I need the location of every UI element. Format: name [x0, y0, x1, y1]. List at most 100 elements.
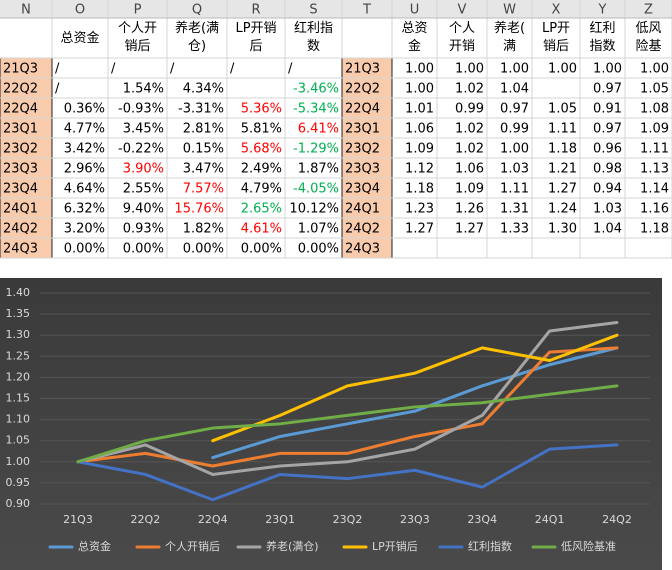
cell-value: /	[230, 62, 235, 77]
legend-label: 红利指数	[468, 539, 512, 553]
cell-value: 1.16	[640, 202, 669, 217]
legend-label: LP开销后	[372, 539, 418, 553]
cell-value: 1.06	[405, 122, 434, 137]
cell-value: 10.12%	[289, 202, 339, 217]
cell-value: 0.00%	[64, 242, 105, 257]
cell-value: 1.00	[455, 62, 484, 77]
header-line: 销后	[543, 39, 569, 54]
y-tick-label: 1.15	[6, 392, 31, 405]
cell-value: 23Q3	[3, 162, 38, 177]
cell-value: 1.00	[405, 62, 434, 77]
header-line: 数	[307, 39, 320, 54]
cell-value: 24Q2	[3, 222, 38, 237]
cell-value: 1.00	[500, 62, 529, 77]
x-tick-label: 22Q2	[131, 513, 161, 526]
header-line: 后	[249, 39, 262, 54]
cell-value: 15.76%	[174, 202, 224, 217]
header-line: 红利指	[294, 20, 333, 36]
cell-value: 0.97	[593, 122, 622, 137]
series-line	[211, 333, 619, 443]
cell-value: 1.31	[500, 202, 529, 217]
header-cell: LP开销后	[542, 21, 570, 54]
cell-value: /	[288, 62, 293, 77]
cell-value: 2.55%	[123, 182, 164, 197]
x-tick-label: 21Q3	[63, 513, 93, 526]
cell-value: 1.87%	[298, 162, 339, 177]
cell-value: 1.18	[405, 182, 434, 197]
cell-value: 3.47%	[183, 162, 224, 177]
y-tick-label: 1.25	[6, 349, 31, 362]
cell-value: 1.04	[593, 222, 622, 237]
header-cell: 红利指数	[294, 20, 333, 54]
legend-label: 养老(满仓)	[266, 539, 319, 553]
cell-value: 24Q1	[3, 202, 38, 217]
cell-value: 0.97	[500, 102, 529, 117]
cell-value: -1.29%	[293, 142, 339, 157]
cell-value: 21Q3	[3, 62, 38, 77]
header-line: 总资	[401, 21, 427, 36]
cell-value: 1.02	[455, 82, 484, 97]
header-cell: 总资金	[401, 21, 427, 54]
cell-value: 0.00%	[241, 242, 282, 257]
header-cell: 红利指数	[589, 20, 615, 54]
legend-label: 个人开销后	[165, 539, 220, 553]
series-line	[76, 321, 619, 476]
cell-value: 1.18	[640, 222, 669, 237]
cell-value: /	[55, 62, 60, 77]
y-tick-label: 0.95	[6, 476, 31, 489]
cell-value: 1.05	[548, 102, 577, 117]
series-line	[76, 384, 619, 464]
cell-value: 0.98	[593, 162, 622, 177]
cell-value: 24Q2	[345, 222, 380, 237]
cell-value: 22Q2	[3, 82, 38, 97]
x-tick-label: 24Q2	[602, 513, 632, 526]
column-letter: U	[410, 3, 420, 18]
column-letter: V	[458, 3, 467, 18]
column-letter: O	[75, 3, 85, 18]
cell-value: 22Q2	[345, 82, 380, 97]
cell-value: 0.91	[593, 102, 622, 117]
cell-value: 1.12	[405, 162, 434, 177]
column-letter: Q	[192, 3, 202, 18]
column-letter: Z	[644, 3, 653, 18]
cell-value: -5.34%	[293, 102, 339, 117]
cell-value: 1.82%	[183, 222, 224, 237]
header-line: 指数	[589, 39, 615, 54]
cell-value: 0.96	[593, 142, 622, 157]
cell-value: 1.03	[500, 162, 529, 177]
header-line: 个人	[449, 21, 475, 36]
cell-value: 24Q1	[345, 202, 380, 217]
y-tick-label: 1.30	[6, 328, 31, 341]
cell-value: 23Q2	[3, 142, 38, 157]
series-line	[211, 346, 619, 460]
cell-value: 1.09	[405, 142, 434, 157]
cell-value: 4.64%	[64, 182, 105, 197]
cell-value: 7.57%	[183, 182, 224, 197]
x-tick-label: 23Q3	[400, 513, 430, 526]
cell-value: 1.03	[593, 202, 622, 217]
cell-value: 1.27	[455, 222, 484, 237]
cell-value: -0.22%	[118, 142, 164, 157]
y-tick-label: 0.90	[6, 497, 31, 510]
cell-value: 1.14	[640, 182, 669, 197]
cell-value: 3.45%	[123, 122, 164, 137]
cell-value: 23Q4	[345, 182, 380, 197]
cell-value: 2.65%	[241, 202, 282, 217]
header-line: LP开	[542, 21, 570, 36]
x-tick-label: 24Q1	[535, 513, 565, 526]
column-letter: W	[503, 3, 516, 18]
header-cell: 养老(满	[494, 20, 525, 54]
chart-area	[0, 278, 662, 570]
header-cell: 个人开销后	[118, 21, 157, 54]
cell-value: 0.36%	[64, 102, 105, 117]
cell-value: 6.32%	[64, 202, 105, 217]
cell-value: 21Q3	[345, 62, 380, 77]
legend-label: 低风险基准	[561, 539, 616, 553]
cell-value: 1.00	[640, 62, 669, 77]
cell-value: 1.23	[405, 202, 434, 217]
header-line: 险基	[635, 39, 661, 54]
cell-value: 1.09	[640, 122, 669, 137]
cell-value: 1.11	[640, 142, 669, 157]
header-line: LP开销	[235, 21, 276, 36]
